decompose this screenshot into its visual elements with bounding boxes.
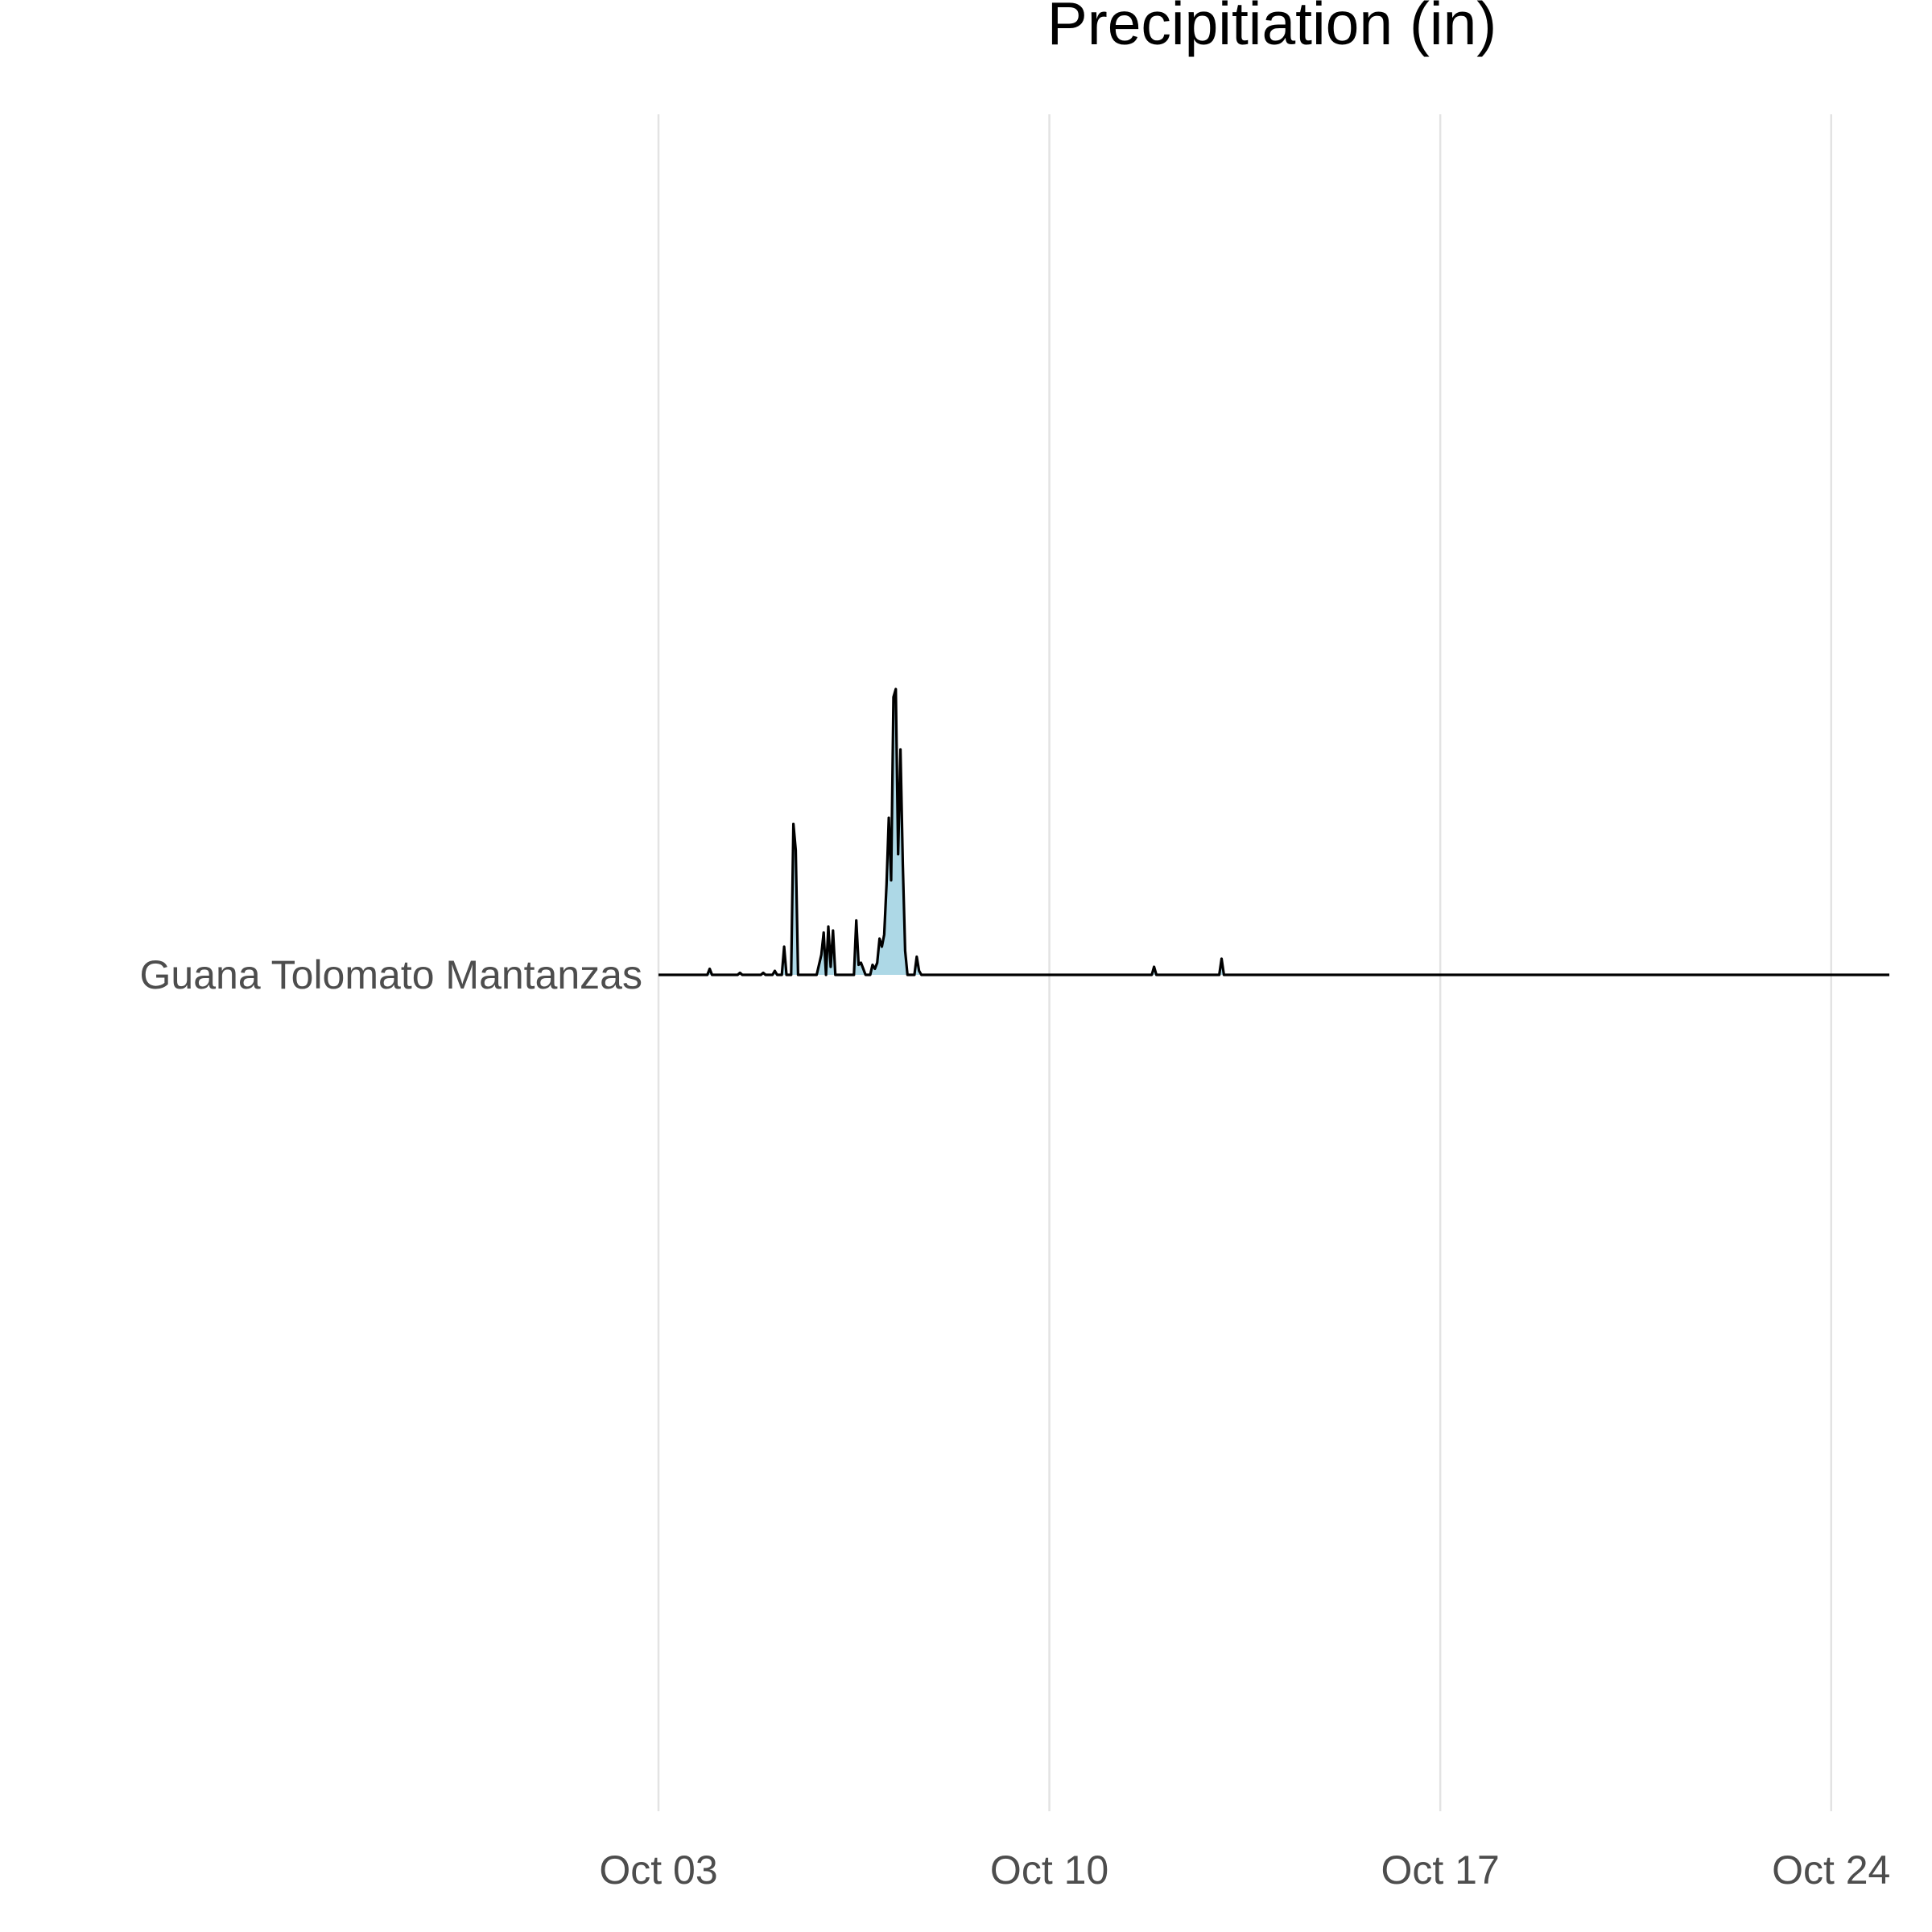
series-line — [658, 687, 1889, 976]
x-tick-label: Oct 24 — [1772, 1847, 1890, 1893]
series-area-fill — [658, 689, 1889, 975]
x-tick-label: Oct 17 — [1381, 1847, 1500, 1893]
x-axis-tick-labels: Oct 03 Oct 10 Oct 17 Oct 24 — [599, 1847, 1890, 1893]
ridge-series-label: Guana Tolomato Mantanzas — [140, 952, 642, 997]
ridge-labels: Guana Tolomato Mantanzas — [140, 952, 642, 997]
series-layer — [658, 687, 1889, 976]
x-tick-label: Oct 03 — [599, 1847, 717, 1893]
vertical-gridlines — [657, 114, 1832, 1811]
x-tick-label: Oct 10 — [990, 1847, 1108, 1893]
chart-title: Precipitiation (in) — [1047, 0, 1497, 57]
